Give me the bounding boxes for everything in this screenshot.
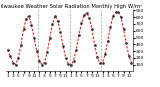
Title: Milwaukee Weather Solar Radiation Monthly High W/m²: Milwaukee Weather Solar Radiation Monthl… [0,4,143,9]
